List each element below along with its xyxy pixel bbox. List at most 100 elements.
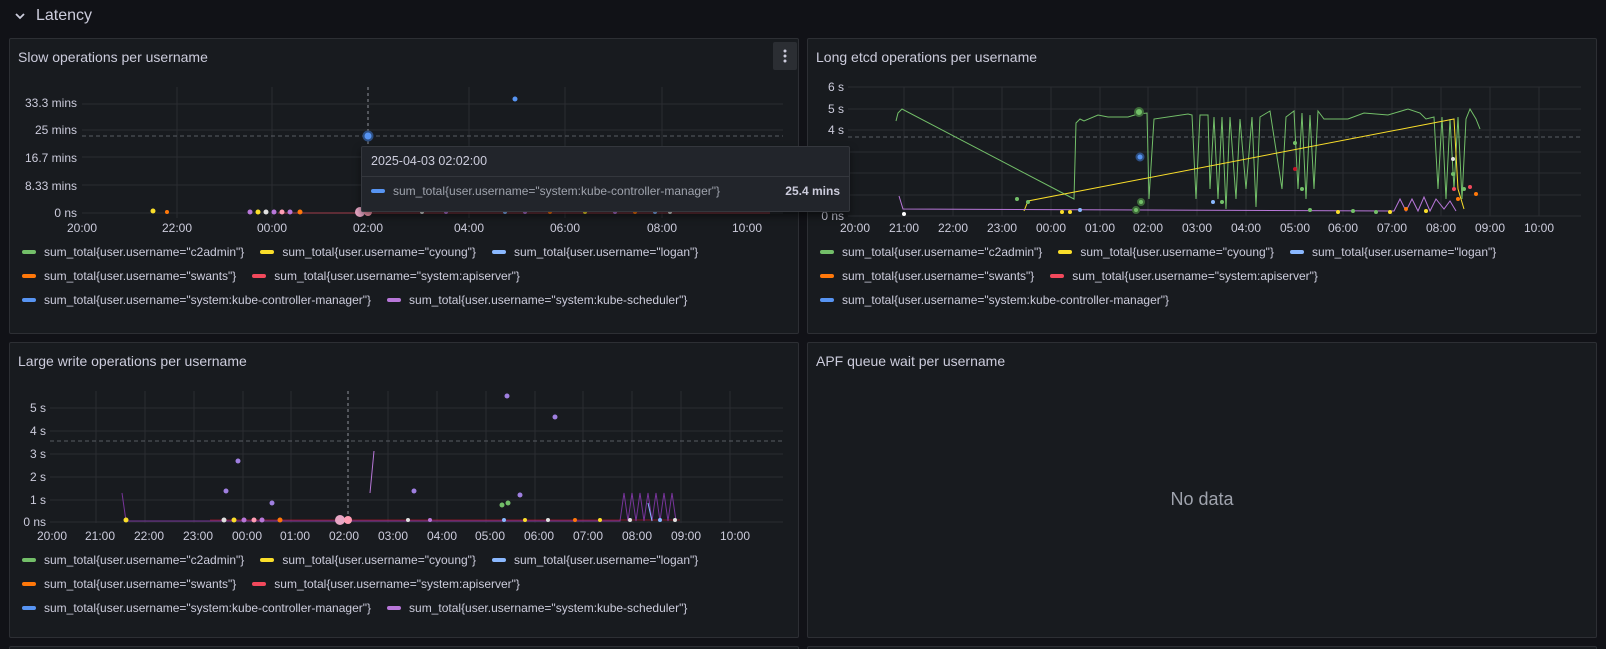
series-line-scheduler <box>121 492 677 522</box>
data-point <box>411 488 417 494</box>
legend-item[interactable]: sum_total{user.username="c2admin"} <box>22 245 244 259</box>
legend-item[interactable]: sum_total{user.username="system:kube-con… <box>22 601 371 615</box>
data-point <box>1135 152 1145 162</box>
legend-item[interactable]: sum_total{user.username="cyoung"} <box>1058 245 1274 259</box>
data-point <box>1068 210 1072 214</box>
data-point <box>428 518 432 522</box>
data-point <box>259 517 265 523</box>
data-point <box>335 515 345 525</box>
x-tick-label: 00:00 <box>1036 221 1066 235</box>
data-point <box>1134 107 1144 117</box>
legend: sum_total{user.username="c2admin"} sum_t… <box>820 240 1512 312</box>
data-point <box>1137 198 1145 206</box>
tooltip-row: sum_total{user.username="system:kube-con… <box>371 184 840 198</box>
legend-item[interactable]: sum_total{user.username="system:kube-sch… <box>387 601 687 615</box>
data-point <box>231 517 237 523</box>
data-point <box>1060 210 1064 214</box>
data-point <box>1308 208 1312 212</box>
data-point <box>223 488 229 494</box>
y-tick-label: 25 mins <box>35 123 77 137</box>
legend-item[interactable]: sum_total{user.username="swants"} <box>22 269 236 283</box>
data-point <box>902 212 906 216</box>
y-tick-label: 33.3 mins <box>25 96 77 110</box>
tooltip-time: 2025-04-03 02:02:00 <box>371 154 488 168</box>
legend-item[interactable]: sum_total{user.username="logan"} <box>491 553 698 567</box>
data-point <box>1456 197 1460 201</box>
data-point <box>1132 206 1140 214</box>
panel-menu-button[interactable] <box>773 42 797 70</box>
y-tick-label: 4 s <box>828 123 844 137</box>
x-tick-label: 09:00 <box>671 529 701 543</box>
x-tick-label: 22:00 <box>134 529 164 543</box>
write-ops-chart[interactable]: 5 s 4 s 3 s 2 s 1 s 0 ns 20:00 21:00 22:… <box>10 343 799 638</box>
panel-title: Large write operations per username <box>18 353 247 369</box>
x-tick-label: 06:00 <box>1328 221 1358 235</box>
legend-item[interactable]: sum_total{user.username="c2admin"} <box>22 553 244 567</box>
y-tick-label: 0 ns <box>54 206 77 220</box>
data-point <box>1078 208 1082 212</box>
data-point <box>673 518 677 522</box>
row-header-latency[interactable]: Latency <box>0 0 1606 32</box>
data-point <box>598 518 602 522</box>
legend-item[interactable]: sum_total{user.username="system:kube-sch… <box>387 293 687 307</box>
data-point <box>505 500 511 506</box>
x-tick-label: 03:00 <box>378 529 408 543</box>
data-point <box>1374 210 1378 214</box>
x-tick-label: 22:00 <box>938 221 968 235</box>
legend-item[interactable]: sum_total{user.username="swants"} <box>22 577 236 591</box>
panel-title: APF queue wait per username <box>816 353 1006 369</box>
x-tick-label: 06:00 <box>550 221 580 235</box>
y-tick-label: 16.7 mins <box>25 151 77 165</box>
x-tick-label: 09:00 <box>1475 221 1505 235</box>
legend-item[interactable]: sum_total{user.username="swants"} <box>820 269 1034 283</box>
panel-large-write-operations[interactable]: Large write operations per username 5 s … <box>9 342 799 638</box>
x-tick-label: 23:00 <box>183 529 213 543</box>
y-tick-label: 8.33 mins <box>25 179 77 193</box>
legend-item[interactable]: sum_total{user.username="logan"} <box>1289 245 1496 259</box>
y-tick-label: 1 s <box>30 493 46 507</box>
legend-item[interactable]: sum_total{user.username="system:apiserve… <box>1050 269 1318 283</box>
x-tick-label: 03:00 <box>1182 221 1212 235</box>
data-point-hovered <box>362 130 374 142</box>
legend-item[interactable]: sum_total{user.username="cyoung"} <box>260 245 476 259</box>
data-point <box>241 517 247 523</box>
x-tick-label: 21:00 <box>889 221 919 235</box>
legend-item[interactable]: sum_total{user.username="system:apiserve… <box>252 269 520 283</box>
x-tick-label: 05:00 <box>475 529 505 543</box>
etcd-ops-chart[interactable]: 6 s 5 s 4 s 0 ns 20:00 21:00 22:00 23:00… <box>808 39 1597 334</box>
y-tick-label: 6 s <box>828 80 844 94</box>
chevron-down-icon[interactable] <box>14 10 26 22</box>
data-point <box>269 500 275 506</box>
data-point <box>251 517 257 523</box>
x-tick-label: 08:00 <box>1426 221 1456 235</box>
series-line-cyoung <box>1023 118 1465 212</box>
data-point <box>297 209 303 215</box>
row-title: Latency <box>36 7 93 24</box>
data-point <box>502 518 506 522</box>
x-tick-label: 22:00 <box>162 221 192 235</box>
y-tick-label: 3 s <box>30 447 46 461</box>
data-point <box>1220 200 1224 204</box>
data-point <box>123 517 129 523</box>
panel-long-etcd-operations[interactable]: Long etcd operations per username 6 s 5 … <box>807 38 1597 334</box>
panel-title: Slow operations per username <box>18 49 208 65</box>
tooltip-series: sum_total{user.username="system:kube-con… <box>393 184 721 198</box>
legend-item[interactable]: sum_total{user.username="system:kube-con… <box>820 293 1169 307</box>
data-point <box>499 502 505 508</box>
legend-item[interactable]: sum_total{user.username="system:apiserve… <box>252 577 520 591</box>
data-point <box>277 517 283 523</box>
data-point <box>1336 210 1340 214</box>
data-point <box>1351 209 1355 213</box>
legend-item[interactable]: sum_total{user.username="logan"} <box>491 245 698 259</box>
data-point <box>279 209 285 215</box>
legend-item[interactable]: sum_total{user.username="system:kube-con… <box>22 293 371 307</box>
data-point <box>1451 157 1455 161</box>
data-point <box>1015 197 1019 201</box>
legend-item[interactable]: sum_total{user.username="c2admin"} <box>820 245 1042 259</box>
panel-apf-queue-wait[interactable]: APF queue wait per username No data <box>807 342 1597 638</box>
x-tick-label: 07:00 <box>573 529 603 543</box>
data-point <box>1211 200 1215 204</box>
legend-item[interactable]: sum_total{user.username="cyoung"} <box>260 553 476 567</box>
data-point <box>150 208 156 214</box>
data-point <box>263 209 269 215</box>
